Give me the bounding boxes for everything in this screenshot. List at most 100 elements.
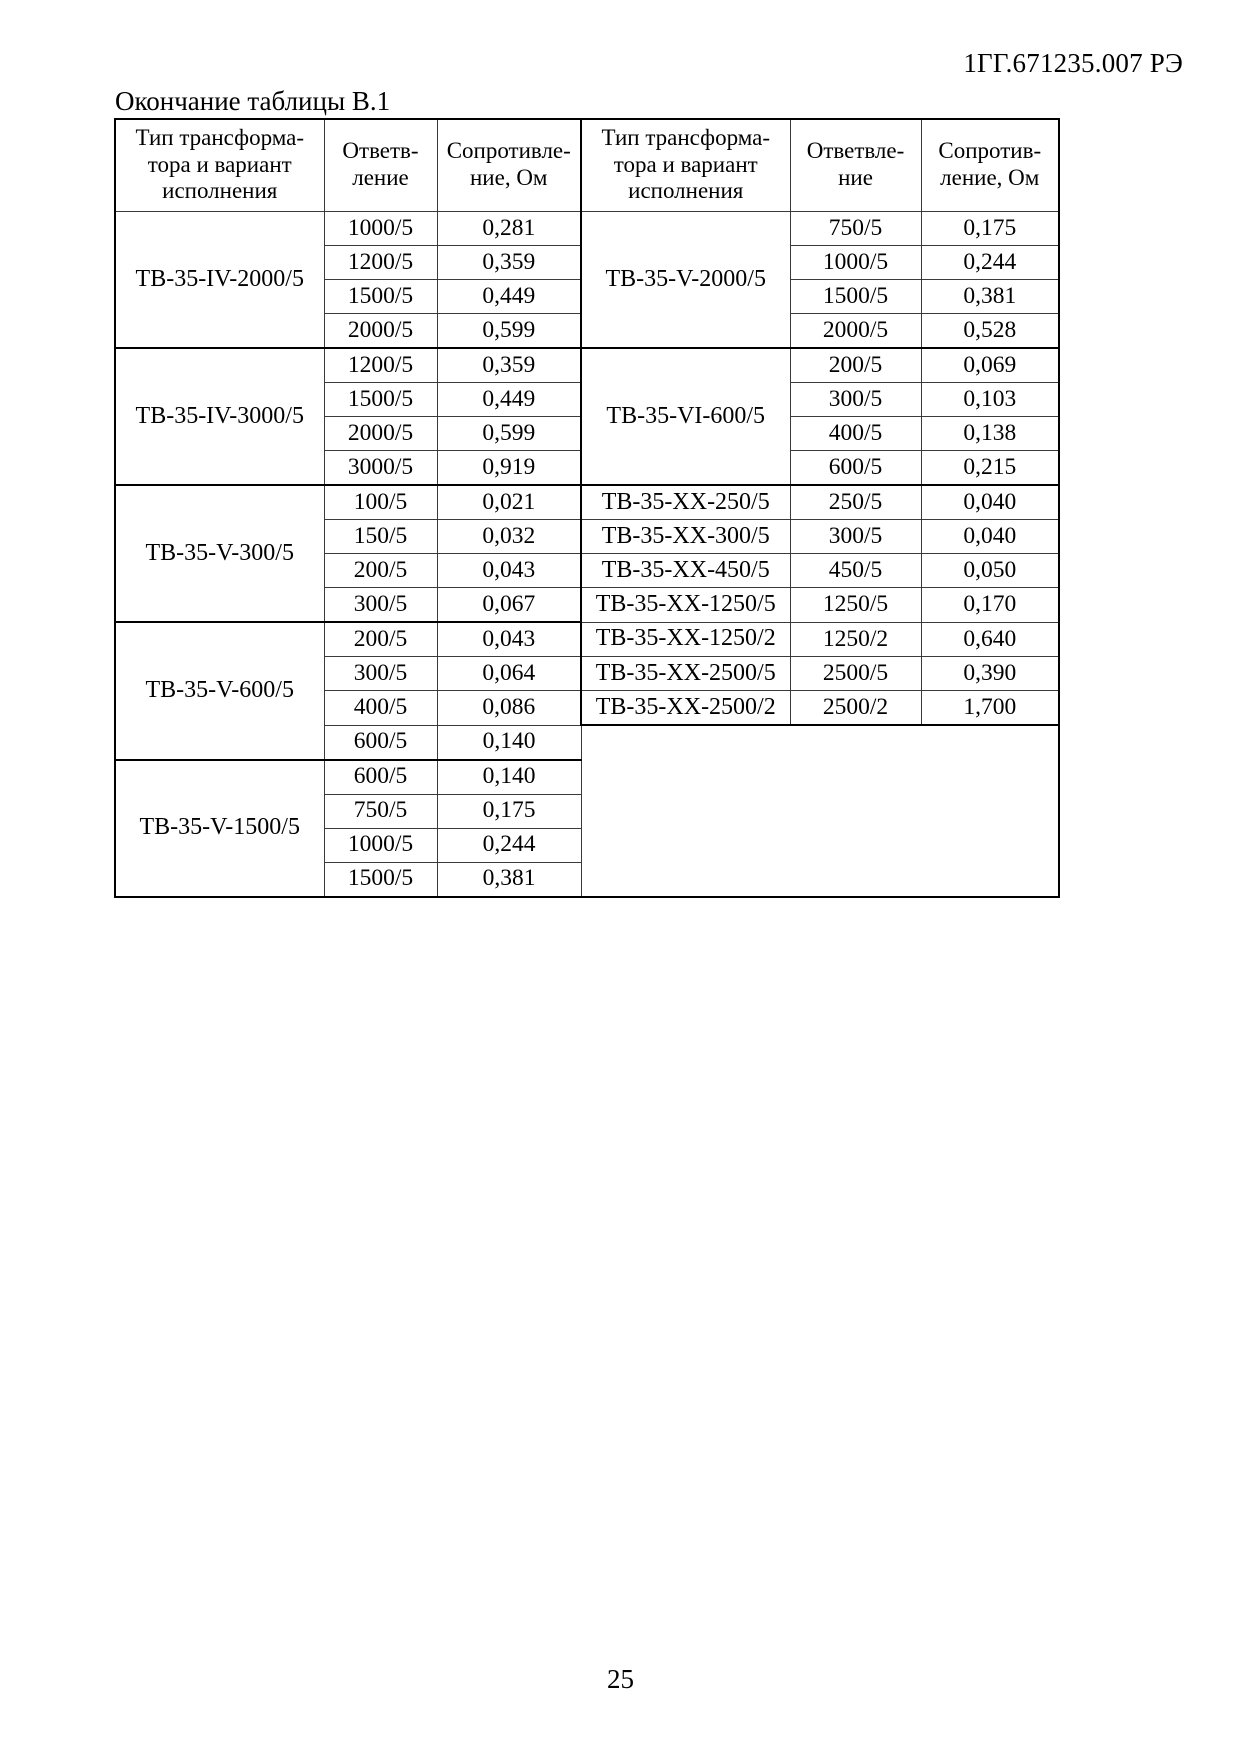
left-tap-value: 1500/5 <box>323 861 438 898</box>
table-row: 2000/5 0,599 400/5 0,138 <box>115 416 1060 452</box>
header-right-type: Тип трансформа- тора и вариант исполнени… <box>580 118 791 213</box>
left-resistance-value: 0,067 <box>436 587 582 624</box>
table-row: 1500/5 0,449 1500/5 0,381 <box>115 279 1060 315</box>
table-row: 150/5 0,032 ТВ-35-ХХ-300/5 300/5 0,040 <box>115 519 1060 555</box>
table-row: 1500/5 0,381 <box>115 861 1059 898</box>
left-resistance-value: 0,021 <box>436 484 582 521</box>
right-tap-value: 1500/5 <box>789 279 922 315</box>
left-tap-value: 1500/5 <box>323 382 438 418</box>
left-resistance-value: 0,449 <box>436 279 582 315</box>
right-resistance-value: 0,050 <box>920 553 1060 589</box>
page-number: 25 <box>607 1664 634 1694</box>
right-tap-value: 2500/2 <box>789 690 922 727</box>
header-left-tap: Ответв- ление <box>323 118 438 213</box>
left-tap-value: 100/5 <box>323 484 438 521</box>
table-row: 2000/5 0,599 2000/5 0,528 <box>115 313 1060 350</box>
left-tap-value: 600/5 <box>323 759 438 795</box>
right-resistance-value: 0,170 <box>920 587 1060 623</box>
right-transformer-type: ТВ-35-ХХ-450/5 <box>580 553 791 589</box>
left-resistance-value: 0,140 <box>436 724 582 761</box>
right-transformer-type: ТВ-35-ХХ-1250/5 <box>580 587 791 623</box>
left-transformer-type: ТВ-35-V-600/5 <box>114 621 325 761</box>
table-caption: Окончание таблицы В.1 <box>115 86 391 116</box>
table-row: ТВ-35-V-600/5 200/5 0,043 ТВ-35-ХХ-1250/2 12… <box>114 621 1060 761</box>
right-transformer-type: ТВ-35-ХХ-2500/5 <box>580 656 791 692</box>
left-resistance-value: 0,599 <box>436 416 582 452</box>
right-resistance-value: 0,040 <box>920 484 1060 521</box>
right-resistance-value: 0,381 <box>920 279 1060 315</box>
right-resistance-value: 1,700 <box>920 690 1060 727</box>
table-body: ТВ-35-IV-2000/5 1000/5 0,281 ТВ-35-V-2000/5… <box>114 211 1060 898</box>
left-resistance-value: 0,281 <box>436 211 582 247</box>
table-row: 400/5 0,086 ТВ-35-ХХ-2500/2 2500/2 1,700 <box>115 690 1060 727</box>
right-resistance-value: 0,390 <box>920 656 1060 692</box>
table-row: 300/5 0,067 ТВ-35-ХХ-1250/5 1250/5 0,170 <box>115 587 1060 624</box>
right-tap-value: 300/5 <box>789 519 922 555</box>
header-right-resistance: Сопротив- ление, Ом <box>920 118 1060 213</box>
left-tap-value: 1000/5 <box>323 211 438 247</box>
left-transformer-type: ТВ-35-V-1500/5 <box>114 759 325 898</box>
left-resistance-value: 0,032 <box>436 519 582 555</box>
table-row: ТВ-35-V-300/5 100/5 0,021 ТВ-35-ХХ-250/5 250… <box>114 484 1060 624</box>
left-transformer-type: ТВ-35-V-300/5 <box>114 484 325 624</box>
table-row: 600/5 0,140 <box>115 724 1060 898</box>
right-tap-value: 2000/5 <box>789 313 922 350</box>
left-tap-value: 200/5 <box>323 621 438 658</box>
left-resistance-value: 0,381 <box>436 861 582 898</box>
table-row: ТВ-35-IV-3000/5 1200/5 0,359 ТВ-35-VI-600/5… <box>114 347 1060 487</box>
right-tap-value: 750/5 <box>789 211 922 247</box>
left-tap-value: 750/5 <box>323 793 438 829</box>
left-resistance-value: 0,244 <box>436 827 582 863</box>
left-transformer-type: ТВ-35-IV-2000/5 <box>114 211 325 350</box>
right-transformer-type: ТВ-35-V-2000/5 <box>580 211 791 350</box>
right-transformer-type: ТВ-35-ХХ-300/5 <box>580 519 791 555</box>
left-resistance-value: 0,919 <box>436 450 582 487</box>
table-row: ТВ-35-V-1500/5 600/5 0,140 <box>114 759 1059 898</box>
left-resistance-value: 0,064 <box>436 656 582 692</box>
resistance-table: Тип трансформа- тора и вариант исполнени… <box>114 118 1060 898</box>
right-tap-value: 200/5 <box>789 347 922 384</box>
left-resistance-value: 0,359 <box>436 347 582 384</box>
right-tap-value: 400/5 <box>789 416 922 452</box>
left-tap-value: 2000/5 <box>323 313 438 350</box>
right-tap-value: 2500/5 <box>789 656 922 692</box>
left-resistance-value: 0,175 <box>436 793 582 829</box>
left-resistance-value: 0,140 <box>436 759 582 795</box>
table-row: 1000/5 0,244 <box>115 827 1059 863</box>
left-resistance-value: 0,043 <box>436 621 582 658</box>
right-tap-value: 1250/2 <box>789 621 922 658</box>
left-tap-value: 150/5 <box>323 519 438 555</box>
right-resistance-value: 0,103 <box>920 382 1060 418</box>
left-tap-value: 2000/5 <box>323 416 438 452</box>
header-right-tap: Ответвле- ние <box>789 118 922 213</box>
right-tap-value: 1250/5 <box>789 587 922 623</box>
right-resistance-value: 0,175 <box>920 211 1060 247</box>
right-tap-value: 300/5 <box>789 382 922 418</box>
left-tap-value: 600/5 <box>323 724 438 761</box>
left-tap-value: 200/5 <box>323 553 438 589</box>
left-tap-value: 1500/5 <box>323 279 438 315</box>
right-resistance-value: 0,244 <box>920 245 1060 281</box>
left-tap-value: 1000/5 <box>323 827 438 863</box>
right-resistance-value: 0,640 <box>920 621 1060 658</box>
left-resistance-value: 0,449 <box>436 382 582 418</box>
right-resistance-value: 0,040 <box>920 519 1060 555</box>
left-tap-value: 1200/5 <box>323 347 438 384</box>
table-row: ТВ-35-IV-2000/5 1000/5 0,281 ТВ-35-V-2000/5… <box>114 211 1060 350</box>
left-tap-value: 1200/5 <box>323 245 438 281</box>
right-tap-value: 450/5 <box>789 553 922 589</box>
left-tap-value: 300/5 <box>323 587 438 624</box>
right-resistance-value: 0,138 <box>920 416 1060 452</box>
right-tap-value: 600/5 <box>789 450 922 487</box>
table-row: 750/5 0,175 <box>115 793 1059 829</box>
right-transformer-type: ТВ-35-VI-600/5 <box>580 347 791 487</box>
right-resistance-value: 0,528 <box>920 313 1060 350</box>
left-resistance-value: 0,043 <box>436 553 582 589</box>
right-tap-value: 250/5 <box>789 484 922 521</box>
left-resistance-value: 0,599 <box>436 313 582 350</box>
right-transformer-type: ТВ-35-ХХ-2500/2 <box>580 690 791 727</box>
table-row: 3000/5 0,919 600/5 0,215 <box>115 450 1060 487</box>
document-code-header: 1ГГ.671235.007 РЭ <box>963 48 1183 78</box>
header-left-type: Тип трансформа- тора и вариант исполнени… <box>114 118 325 213</box>
left-resistance-value: 0,359 <box>436 245 582 281</box>
